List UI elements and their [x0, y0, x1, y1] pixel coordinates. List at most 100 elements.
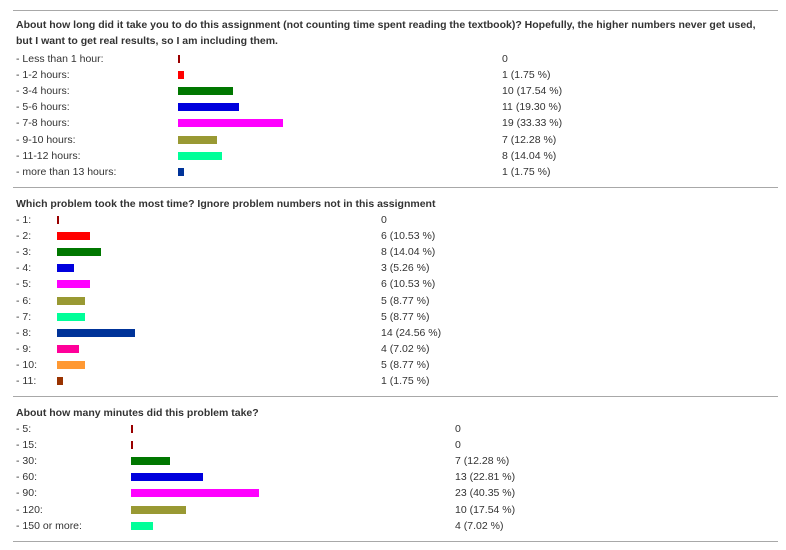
category-label: - 30: — [16, 455, 38, 468]
value-label: 0 — [455, 423, 461, 435]
category-label: - 11: — [16, 375, 37, 387]
bar — [131, 457, 170, 466]
bar — [57, 328, 135, 337]
bar-row: - 5: 6 (10.53 %) — [0, 276, 786, 292]
chart-title: Which problem took the most time? Ignore… — [16, 198, 436, 210]
bar — [57, 248, 102, 257]
value-label: 5 (8.77 %) — [381, 294, 430, 307]
bar — [57, 377, 63, 385]
category-label: - 60: — [16, 471, 38, 484]
category-label: - 4: — [16, 262, 32, 275]
bar-row: - 7: 5 (8.77 %) — [0, 309, 786, 325]
bar — [178, 119, 284, 128]
value-label: 8 (14.04 %) — [502, 149, 557, 162]
category-label: - 11-12 hours: — [16, 149, 81, 162]
category-label: - 5-6 hours: — [16, 101, 70, 114]
category-label: - 3-4 hours: — [16, 85, 70, 98]
divider — [13, 187, 778, 188]
bar — [131, 425, 133, 433]
category-label: - 1: — [16, 214, 32, 226]
bar-row: - 7-8 hours: 19 (33.33 %) — [0, 115, 786, 131]
bar-row: - 11-12 hours: 8 (14.04 %) — [0, 148, 786, 164]
category-label: - more than 13 hours: — [16, 165, 117, 178]
value-label: 4 (7.02 %) — [381, 342, 430, 355]
value-label: 10 (17.54 %) — [502, 85, 563, 98]
bar — [57, 232, 91, 241]
bar — [178, 103, 239, 112]
bar — [57, 296, 85, 305]
value-label: 8 (14.04 %) — [381, 246, 436, 259]
bar-row: - 5-6 hours: 11 (19.30 %) — [0, 99, 786, 115]
value-label: 10 (17.54 %) — [455, 503, 516, 516]
value-label: 1 (1.75 %) — [381, 375, 430, 387]
bar — [178, 151, 223, 160]
value-label: 6 (10.53 %) — [381, 230, 436, 243]
bar-row: - 1: 0 — [0, 212, 786, 228]
bar — [178, 167, 184, 176]
divider — [13, 541, 778, 542]
value-label: 0 — [455, 439, 461, 452]
category-label: - 1-2 hours: — [16, 69, 70, 82]
value-label: 7 (12.28 %) — [455, 455, 510, 468]
bar — [57, 360, 85, 369]
divider — [13, 10, 778, 11]
divider — [13, 396, 778, 397]
chart-title: About how long did it take you to do thi… — [16, 19, 756, 47]
value-label: 7 (12.28 %) — [502, 133, 557, 146]
bar — [57, 344, 80, 353]
bar-row: - 30: 7 (12.28 %) — [0, 453, 786, 469]
bar-row: - 11: 1 (1.75 %) — [0, 373, 786, 389]
category-label: - 3: — [16, 246, 32, 259]
bar-row: - 2: 6 (10.53 %) — [0, 228, 786, 244]
category-label: - 90: — [16, 487, 38, 500]
category-label: - 5: — [16, 423, 32, 435]
category-label: - 15: — [16, 439, 38, 452]
value-label: 0 — [381, 214, 387, 226]
value-label: 14 (24.56 %) — [381, 326, 442, 339]
category-label: - 2: — [16, 230, 32, 243]
category-label: - 10: — [16, 358, 38, 371]
category-label: - 5: — [16, 278, 32, 291]
value-label: 3 (5.26 %) — [381, 262, 430, 275]
bar-row: - more than 13 hours: 1 (1.75 %) — [0, 164, 786, 180]
bar-row: - 90: 23 (40.35 %) — [0, 485, 786, 501]
value-label: 6 (10.53 %) — [381, 278, 436, 291]
bar-row: - Less than 1 hour: 0 — [0, 51, 786, 67]
bar — [131, 473, 204, 482]
bar — [178, 135, 217, 144]
bar-row: - 3: 8 (14.04 %) — [0, 244, 786, 260]
bar-row: - 9: 4 (7.02 %) — [0, 341, 786, 357]
category-label: - 7-8 hours: — [16, 117, 70, 130]
chart-title: About how many minutes did this problem … — [16, 407, 259, 419]
bar-row: - 8: 14 (24.56 %) — [0, 325, 786, 341]
bar-row: - 6: 5 (8.77 %) — [0, 293, 786, 309]
bar — [131, 505, 187, 514]
bar — [57, 280, 91, 289]
bar — [178, 55, 180, 63]
bar-row: - 10: 5 (8.77 %) — [0, 357, 786, 373]
bar-row: - 3-4 hours: 10 (17.54 %) — [0, 83, 786, 99]
bar — [57, 312, 85, 321]
value-label: 0 — [502, 53, 508, 65]
category-label: - 9: — [16, 342, 32, 355]
bar-row: - 150 or more: 4 (7.02 %) — [0, 518, 786, 534]
category-label: - 120: — [16, 503, 43, 516]
value-label: 11 (19.30 %) — [502, 101, 562, 114]
bar-row: - 4: 3 (5.26 %) — [0, 260, 786, 276]
category-label: - 9-10 hours: — [16, 133, 76, 146]
bar — [178, 71, 184, 80]
value-label: 5 (8.77 %) — [381, 310, 430, 323]
category-label: - 150 or more: — [16, 519, 82, 532]
bar-row: - 15: 0 — [0, 437, 786, 453]
bar — [178, 87, 234, 96]
bar-row: - 60: 13 (22.81 %) — [0, 469, 786, 485]
category-label: - 6: — [16, 294, 32, 307]
value-label: 5 (8.77 %) — [381, 358, 430, 371]
category-label: - Less than 1 hour: — [16, 53, 104, 65]
bar — [131, 521, 154, 530]
value-label: 19 (33.33 %) — [502, 117, 563, 130]
bar — [57, 264, 74, 273]
bar — [57, 216, 59, 224]
value-label: 13 (22.81 %) — [455, 471, 516, 484]
category-label: - 8: — [16, 326, 32, 339]
